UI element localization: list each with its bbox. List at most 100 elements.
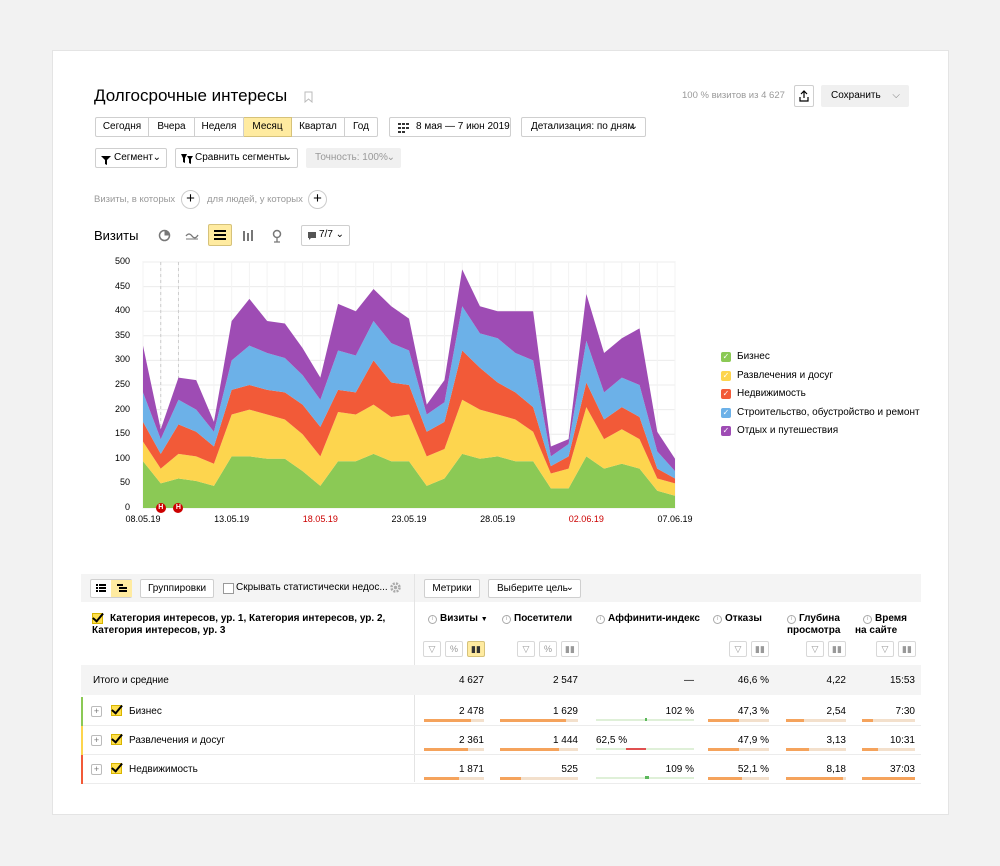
bars-tool-icon[interactable]: ▮▮ (898, 641, 916, 657)
line-chart-icon[interactable] (185, 229, 199, 243)
expand-icon[interactable]: + (91, 735, 102, 746)
filter-tool-icon[interactable]: ▽ (876, 641, 894, 657)
cell-affinity: 62,5 % (596, 735, 628, 746)
total-row (81, 665, 921, 695)
area-series-0[interactable] (143, 453, 675, 508)
holiday-marker[interactable]: Н (155, 503, 166, 513)
col-time[interactable]: i Время на сайте (855, 613, 907, 637)
save-button[interactable]: Сохранить ⌵ (821, 85, 909, 107)
map-pin-icon[interactable] (271, 229, 285, 243)
pie-chart-icon[interactable] (158, 229, 172, 243)
filter-icon (101, 154, 111, 172)
period-quarter[interactable]: Квартал (292, 117, 345, 137)
area-series-3[interactable] (143, 306, 675, 479)
col-visitors[interactable]: i Посетители (502, 613, 572, 625)
bar-track (862, 748, 915, 751)
area-series-1[interactable] (143, 399, 675, 496)
bars-tool-icon[interactable]: ▮▮ (751, 641, 769, 657)
info-icon: i (502, 615, 511, 624)
dimension-checkbox[interactable] (92, 613, 103, 624)
cell-time: 10:31 (889, 735, 915, 746)
compare-icon (181, 153, 193, 171)
legend-checkbox[interactable]: ✓ (721, 407, 731, 418)
total-time: 15:53 (889, 675, 915, 686)
row-checkbox[interactable] (111, 705, 122, 716)
row-checkbox[interactable] (111, 734, 122, 745)
add-people-filter-button[interactable]: + (308, 190, 327, 209)
goal-dropdown[interactable]: Выберите цель ⌄ (488, 579, 581, 598)
period-month[interactable]: Месяц (244, 117, 292, 137)
expand-icon[interactable]: + (91, 706, 102, 717)
table-row[interactable] (81, 697, 921, 726)
col-affinity-label: Аффинити-индекс (608, 613, 700, 624)
bar-fill (708, 748, 739, 751)
col-visitors-label: Посетители (514, 613, 573, 624)
cell-depth: 8,18 (826, 764, 846, 775)
compare-segments-button[interactable]: Сравнить сегменты ⌄ (175, 148, 298, 168)
series-selector[interactable]: 7/7 ⌄ (301, 225, 350, 246)
info-icon: i (787, 615, 796, 624)
bar-chart-icon[interactable] (242, 229, 256, 243)
add-visit-filter-button[interactable]: + (181, 190, 200, 209)
date-range-button[interactable]: 8 мая — 7 июн 2019 (389, 117, 511, 137)
list-view-icon[interactable] (91, 580, 111, 597)
comment-icon (307, 230, 317, 248)
period-year[interactable]: Год (345, 117, 378, 137)
col-bounce[interactable]: i Отказы (713, 613, 762, 625)
legend-checkbox[interactable]: ✓ (721, 426, 731, 436)
holiday-marker[interactable]: Н (173, 503, 184, 513)
col-visits[interactable]: i Визиты ▼ (428, 613, 488, 626)
share-icon (799, 90, 809, 102)
bar-fill (424, 748, 468, 751)
x-tick-label: 23.05.19 (391, 514, 427, 524)
x-tick-label: 28.05.19 (480, 514, 516, 524)
legend-checkbox[interactable]: ✓ (721, 370, 731, 381)
area-chart-button[interactable] (208, 224, 232, 246)
share-button[interactable] (794, 85, 814, 107)
col-affinity[interactable]: i Аффинити-индекс (596, 613, 700, 625)
info-icon: i (428, 615, 437, 624)
period-week[interactable]: Неделя (195, 117, 244, 137)
groupings-button[interactable]: Группировки (140, 579, 214, 598)
table-row[interactable] (81, 726, 921, 755)
table-row[interactable] (81, 755, 921, 784)
chevron-down-icon: ⌵ (892, 90, 900, 101)
bars-tool-icon[interactable]: ▮▮ (467, 641, 485, 657)
filter-tool-icon[interactable]: ▽ (517, 641, 535, 657)
dimension-header: Категория интересов, ур. 1, Категория ин… (92, 613, 386, 636)
accuracy-dropdown[interactable]: Точность: 100% ⌄ (306, 148, 401, 168)
metrics-button[interactable]: Метрики (424, 579, 480, 598)
filter-tool-icon[interactable]: ▽ (423, 641, 441, 657)
bars-tool-icon[interactable]: ▮▮ (828, 641, 846, 657)
gear-icon[interactable] (389, 581, 402, 594)
segment-button[interactable]: Сегмент ⌄ (95, 148, 167, 168)
legend-checkbox[interactable]: ✓ (721, 389, 731, 399)
sort-desc-icon: ▼ (480, 616, 488, 623)
percent-tool-icon[interactable]: % (539, 641, 557, 657)
tree-view-icon[interactable] (111, 580, 132, 597)
period-today[interactable]: Сегодня (95, 117, 149, 137)
row-checkbox[interactable] (111, 763, 122, 774)
bar-fill (500, 777, 521, 780)
area-series-2[interactable] (143, 350, 675, 484)
cell-visitors: 1 629 (552, 706, 578, 717)
expand-icon[interactable]: + (91, 764, 102, 775)
filter-tool-icon[interactable]: ▽ (806, 641, 824, 657)
chart-title: Визиты (94, 228, 139, 243)
col-depth[interactable]: i Глубина просмотра (787, 613, 840, 637)
legend-label: Недвижимость (737, 388, 806, 399)
total-bounce: 46,6 % (737, 675, 769, 686)
people-filter-text: для людей, у которых (207, 194, 303, 205)
detail-dropdown[interactable]: Детализация: по дням ⌄ (521, 117, 646, 137)
hide-checkbox[interactable] (223, 583, 234, 594)
affinity-fill-negative (626, 748, 646, 750)
bars-tool-icon[interactable]: ▮▮ (561, 641, 579, 657)
chevron-down-icon: ⌄ (335, 229, 344, 240)
calendar-icon (398, 122, 410, 140)
legend-checkbox[interactable]: ✓ (721, 352, 731, 362)
period-yesterday[interactable]: Вчера (149, 117, 195, 137)
filter-tool-icon[interactable]: ▽ (729, 641, 747, 657)
bar-fill (708, 719, 739, 722)
percent-tool-icon[interactable]: % (445, 641, 463, 657)
bookmark-icon[interactable] (304, 90, 313, 104)
